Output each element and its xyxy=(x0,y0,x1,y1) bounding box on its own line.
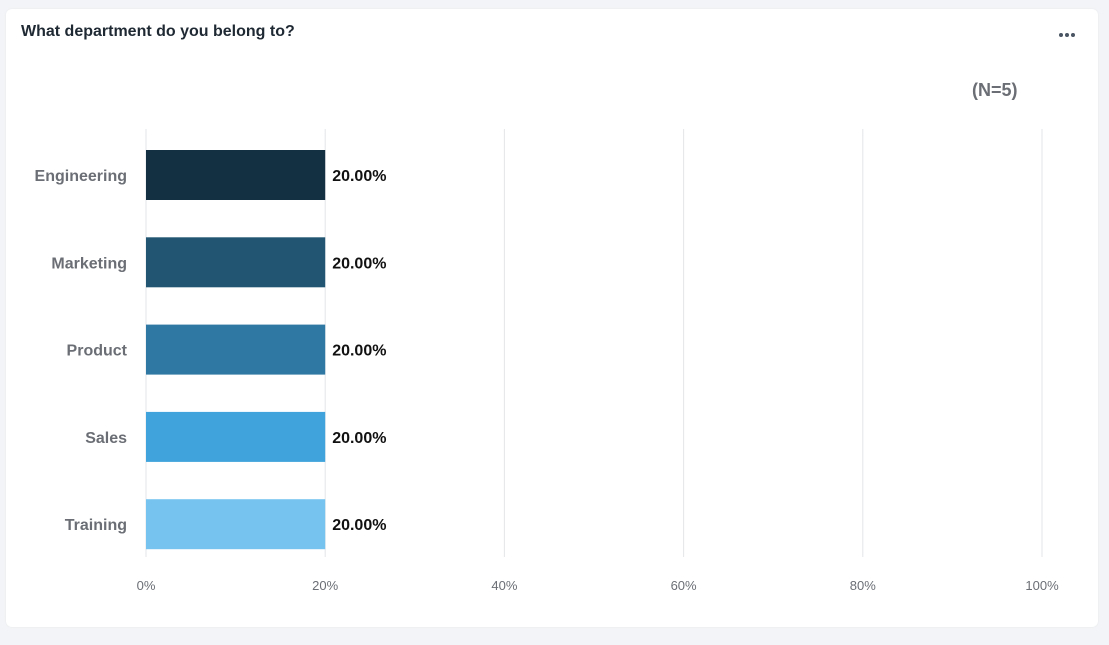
x-tick-label: 100% xyxy=(1025,578,1059,593)
data-label: 20.00% xyxy=(332,168,386,185)
data-label: 20.00% xyxy=(332,343,386,360)
data-label: 20.00% xyxy=(332,430,386,447)
bar-chart: 0% 20% 40% 60% 80% 100% Engineering 20.00% Marke… xyxy=(35,129,1059,593)
data-label: 20.00% xyxy=(332,517,386,534)
data-label: 20.00% xyxy=(332,255,386,272)
sample-size-label: (N=5) xyxy=(972,80,1018,100)
menu-dot xyxy=(1059,33,1063,37)
menu-dot xyxy=(1065,33,1069,37)
category-label: Product xyxy=(67,343,128,360)
bar xyxy=(146,499,326,550)
question-card: What department do you belong to? (N=5) … xyxy=(6,9,1098,627)
category-label: Training xyxy=(65,517,127,534)
category-label: Marketing xyxy=(51,255,127,272)
x-tick-label: 20% xyxy=(312,578,338,593)
bar xyxy=(146,150,326,200)
more-options-icon[interactable] xyxy=(1055,25,1079,45)
category-label: Engineering xyxy=(35,168,127,185)
x-tick-label: 40% xyxy=(491,578,517,593)
bar xyxy=(146,411,326,462)
bar xyxy=(146,324,326,375)
x-tick-label: 80% xyxy=(850,578,876,593)
bar xyxy=(146,237,326,288)
category-label: Sales xyxy=(85,430,127,447)
question-title: What department do you belong to? xyxy=(21,23,295,40)
x-tick-label: 60% xyxy=(671,578,697,593)
menu-dot xyxy=(1071,33,1075,37)
x-tick-label: 0% xyxy=(137,578,156,593)
